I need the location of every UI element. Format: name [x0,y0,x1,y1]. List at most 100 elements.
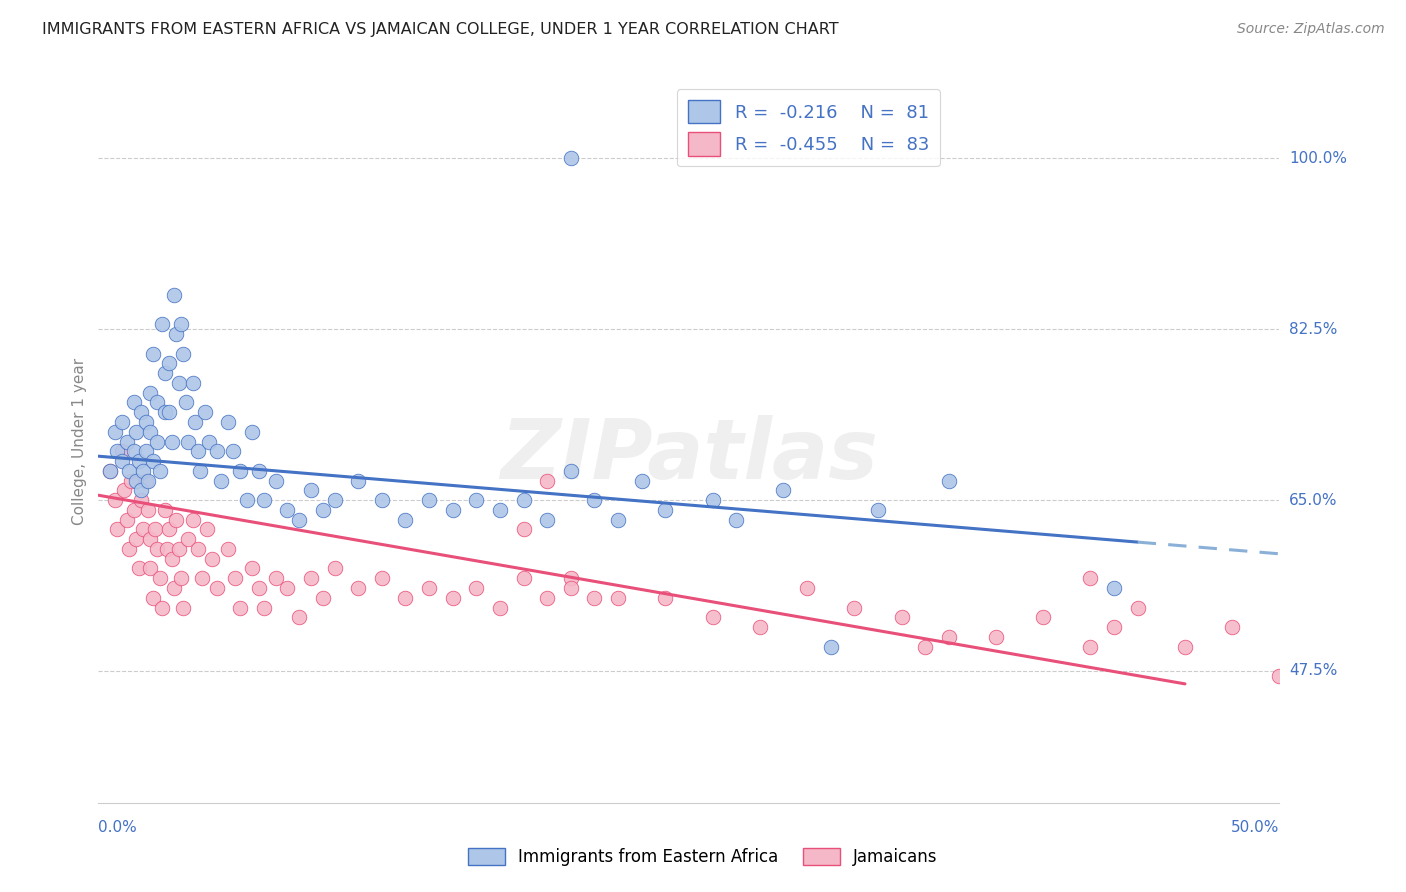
Point [229,600,252,615]
Text: IMMIGRANTS FROM EASTERN AFRICA VS JAMAICAN COLLEGE, UNDER 1 YEAR CORRELATION CHA: IMMIGRANTS FROM EASTERN AFRICA VS JAMAIC… [42,22,839,37]
Point [165,327,187,342]
Point [191,571,214,585]
Point [201,551,224,566]
Point [115,513,138,527]
Point [125,532,148,546]
Point [748,620,770,634]
Legend: Immigrants from Eastern Africa, Jamaicans: Immigrants from Eastern Africa, Jamaican… [461,841,945,873]
Point [866,503,889,517]
Point [98,464,121,478]
Point [222,444,245,458]
Point [1032,610,1054,624]
Point [371,493,394,508]
Point [165,513,187,527]
Point [150,600,173,615]
Point [844,600,866,615]
Point [418,581,440,595]
Point [702,610,724,624]
Point [115,434,138,449]
Point [153,405,176,419]
Point [347,581,370,595]
Point [187,541,209,556]
Point [153,366,176,380]
Point [236,493,259,508]
Point [111,444,134,458]
Point [1102,620,1125,634]
Point [142,591,165,605]
Point [299,483,322,498]
Point [217,541,239,556]
Point [177,434,200,449]
Point [536,474,558,488]
Point [441,503,464,517]
Text: ZIPatlas: ZIPatlas [501,416,877,497]
Point [229,464,252,478]
Point [167,376,190,390]
Point [105,523,128,537]
Point [122,444,145,458]
Point [132,523,155,537]
Point [135,474,157,488]
Point [146,395,169,409]
Point [489,503,512,517]
Point [146,541,169,556]
Point [253,493,276,508]
Point [264,474,287,488]
Point [312,503,335,517]
Point [132,464,155,478]
Point [157,523,180,537]
Point [129,405,152,419]
Point [149,571,172,585]
Point [394,513,416,527]
Point [583,493,606,508]
Point [1080,571,1102,585]
Point [160,434,183,449]
Point [607,513,630,527]
Point [914,640,936,654]
Point [583,591,606,605]
Y-axis label: College, Under 1 year: College, Under 1 year [72,358,87,525]
Point [163,288,186,302]
Point [1316,640,1339,654]
Point [136,503,159,517]
Point [187,444,209,458]
Point [128,454,150,468]
Point [156,541,179,556]
Point [209,474,232,488]
Point [938,474,960,488]
Point [299,571,322,585]
Point [560,571,582,585]
Point [136,474,159,488]
Text: 50.0%: 50.0% [1232,821,1279,836]
Point [128,561,150,575]
Legend: R =  -0.216    N =  81, R =  -0.455    N =  83: R = -0.216 N = 81, R = -0.455 N = 83 [676,89,939,167]
Point [125,425,148,439]
Point [1174,640,1197,654]
Point [512,523,534,537]
Point [129,493,152,508]
Point [174,395,197,409]
Point [247,464,270,478]
Text: 65.0%: 65.0% [1289,492,1337,508]
Point [104,425,127,439]
Point [129,483,152,498]
Point [181,376,204,390]
Point [264,571,287,585]
Point [122,503,145,517]
Point [98,464,121,478]
Point [536,513,558,527]
Point [820,640,842,654]
Point [195,523,218,537]
Point [198,434,221,449]
Point [177,532,200,546]
Point [560,581,582,595]
Point [560,464,582,478]
Point [489,600,512,615]
Point [1102,581,1125,595]
Point [725,513,748,527]
Point [1220,620,1243,634]
Point [143,523,166,537]
Point [139,385,162,400]
Text: Source: ZipAtlas.com: Source: ZipAtlas.com [1237,22,1385,37]
Point [205,444,228,458]
